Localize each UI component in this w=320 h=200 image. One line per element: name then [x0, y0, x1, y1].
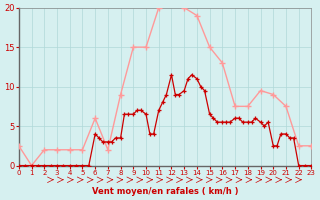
X-axis label: Vent moyen/en rafales ( km/h ): Vent moyen/en rafales ( km/h ) — [92, 187, 238, 196]
